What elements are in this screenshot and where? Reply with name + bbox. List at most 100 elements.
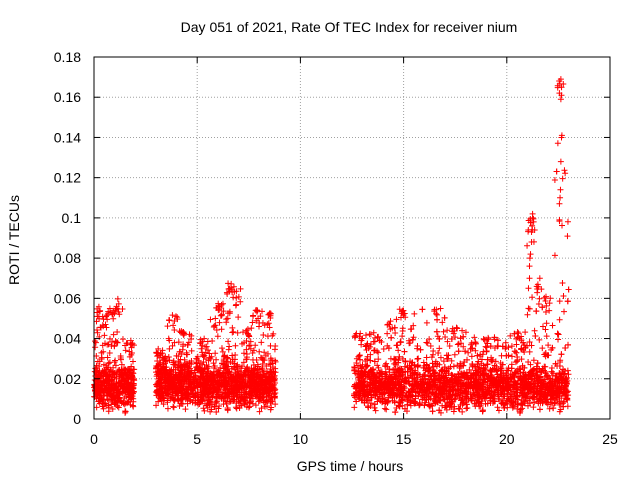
data-point — [559, 175, 566, 182]
data-point — [564, 233, 571, 240]
data-point — [109, 392, 116, 399]
data-point — [249, 349, 256, 356]
data-point — [234, 392, 241, 399]
data-point — [531, 327, 538, 334]
data-point — [216, 319, 223, 326]
data-point — [545, 342, 552, 349]
data-point — [109, 405, 116, 412]
data-point — [115, 367, 122, 374]
data-point — [423, 339, 430, 346]
data-point — [164, 323, 171, 330]
y-tick-label: 0.02 — [54, 371, 81, 387]
data-point — [258, 339, 265, 346]
data-point — [115, 404, 122, 411]
data-point — [93, 362, 100, 369]
data-point — [248, 325, 255, 332]
data-point — [170, 322, 177, 329]
y-tick-label: 0.16 — [54, 89, 81, 105]
data-point — [451, 351, 458, 358]
data-point — [98, 354, 105, 361]
data-point — [126, 353, 133, 360]
data-point — [165, 393, 172, 400]
data-point — [388, 334, 395, 341]
data-point — [554, 330, 561, 337]
x-tick-label: 20 — [499, 431, 515, 447]
data-point — [479, 408, 486, 415]
data-point — [120, 378, 127, 385]
data-point — [542, 308, 549, 315]
data-point — [237, 298, 244, 305]
data-point — [536, 295, 543, 302]
data-point — [436, 345, 443, 352]
y-tick-label: 0.1 — [62, 210, 82, 226]
data-point — [108, 368, 115, 375]
data-point — [254, 361, 261, 368]
data-point — [94, 326, 101, 333]
data-point — [535, 300, 542, 307]
x-tick-label: 5 — [193, 431, 201, 447]
data-point — [513, 349, 520, 356]
y-tick-label: 0.08 — [54, 250, 81, 266]
data-point — [105, 408, 112, 415]
data-point — [524, 311, 531, 318]
data-point — [118, 367, 125, 374]
data-points — [91, 76, 572, 416]
data-point — [229, 329, 236, 336]
data-point — [383, 406, 390, 413]
data-point — [124, 340, 131, 347]
data-point — [99, 342, 106, 349]
y-axis-label: ROTI / TECUs — [6, 195, 22, 285]
data-point — [468, 353, 475, 360]
data-point — [237, 285, 244, 292]
data-point — [100, 369, 107, 376]
data-point — [396, 403, 403, 410]
data-point — [243, 346, 250, 353]
data-point — [269, 357, 276, 364]
data-point — [182, 406, 189, 413]
data-point — [375, 333, 382, 340]
data-point — [529, 294, 536, 301]
data-point — [559, 279, 566, 286]
data-point — [391, 355, 398, 362]
data-point — [212, 350, 219, 357]
data-point — [188, 347, 195, 354]
data-point — [564, 218, 571, 225]
data-point — [114, 339, 121, 346]
data-point — [225, 346, 232, 353]
data-point — [192, 400, 199, 407]
data-point — [258, 405, 265, 412]
data-point — [189, 399, 196, 406]
data-point — [539, 345, 546, 352]
data-point — [539, 304, 546, 311]
data-point — [414, 356, 421, 363]
data-point — [536, 336, 543, 343]
data-point — [213, 356, 220, 363]
data-point — [424, 340, 431, 347]
data-point — [526, 305, 533, 312]
data-point — [95, 398, 102, 405]
data-point — [471, 334, 478, 341]
data-point — [508, 353, 515, 360]
data-point — [232, 342, 239, 349]
data-point — [553, 168, 560, 175]
data-point — [108, 343, 115, 350]
data-point — [118, 361, 125, 368]
data-point — [437, 354, 444, 361]
data-point — [124, 399, 131, 406]
data-point — [160, 401, 167, 408]
data-point — [96, 363, 103, 370]
data-point — [437, 305, 444, 312]
data-point — [128, 350, 135, 357]
data-point — [555, 336, 562, 343]
data-point — [99, 403, 106, 410]
data-point — [170, 404, 177, 411]
data-point — [122, 408, 129, 415]
data-point — [551, 176, 558, 183]
data-point — [367, 357, 374, 364]
data-point — [565, 341, 572, 348]
data-point — [101, 332, 108, 339]
data-point — [543, 320, 550, 327]
data-point — [154, 368, 161, 375]
data-point — [557, 158, 564, 165]
